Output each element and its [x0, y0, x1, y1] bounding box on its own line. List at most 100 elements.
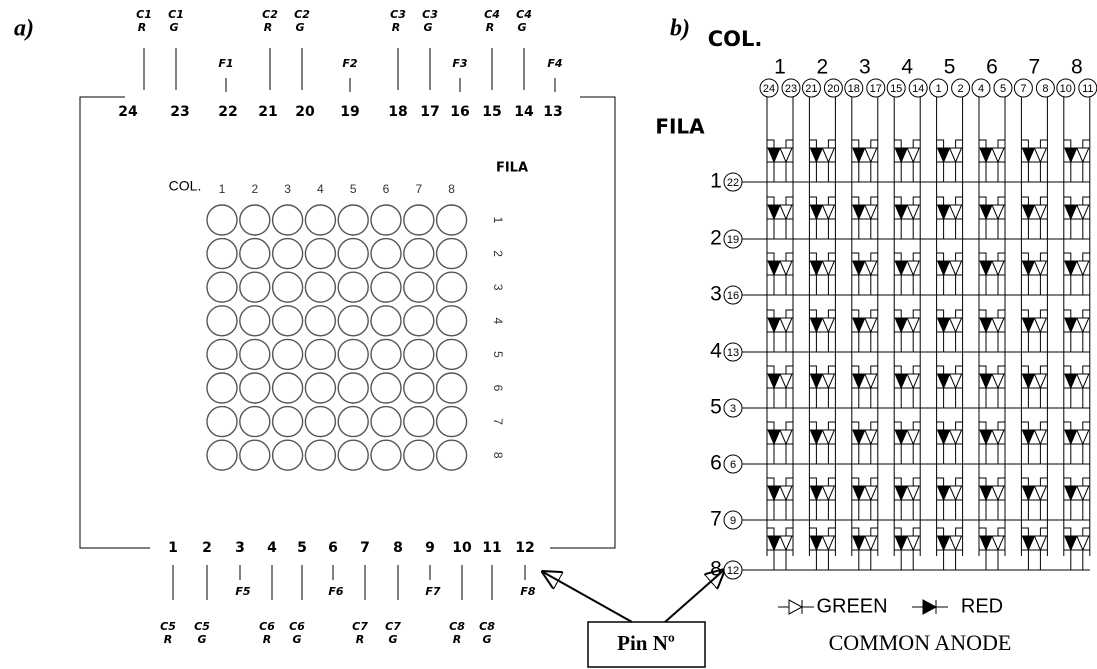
green-diode [822, 318, 834, 332]
red-diode [853, 486, 865, 500]
pin-number: 7 [360, 540, 370, 556]
led [240, 407, 270, 437]
green-diode [865, 536, 877, 550]
wire [913, 197, 920, 205]
led [207, 373, 237, 403]
pin-number: 17 [420, 104, 439, 120]
led [404, 239, 434, 269]
red-diode [1022, 486, 1034, 500]
led [207, 205, 237, 235]
row-number: 2 [491, 250, 505, 257]
red-diode [768, 148, 780, 162]
green-diode [950, 318, 962, 332]
wire [1040, 422, 1047, 430]
led [273, 407, 303, 437]
wire [809, 197, 816, 205]
signal-label: F3 [452, 57, 468, 70]
green-diode [780, 430, 792, 444]
wire [809, 528, 816, 536]
color-label: G [197, 633, 206, 646]
wire [1064, 478, 1071, 486]
signal-label: C6 [289, 620, 305, 633]
signal-label: F4 [547, 57, 562, 70]
red-diode [895, 486, 907, 500]
green-diode [822, 205, 834, 219]
green-diode [1077, 261, 1089, 275]
led [338, 205, 368, 235]
green-diode [950, 486, 962, 500]
red-diode [895, 536, 907, 550]
pin-number: 9 [425, 540, 435, 556]
wire [979, 253, 986, 261]
row-number: 7 [491, 418, 505, 425]
pin-number: 9 [730, 515, 736, 527]
row-number: 5 [710, 396, 722, 419]
column-number: 6 [986, 56, 998, 79]
green-diode [992, 486, 1004, 500]
wire [1021, 253, 1028, 261]
arrow [543, 572, 632, 622]
row-number: 4 [491, 317, 505, 324]
wire [1040, 253, 1047, 261]
wire [828, 140, 835, 148]
green-diode [780, 261, 792, 275]
green-diode [992, 430, 1004, 444]
panel-b-fila-label: FILA [655, 115, 705, 139]
red-diode [980, 261, 992, 275]
pin-number: 2 [202, 540, 212, 556]
red-diode [895, 374, 907, 388]
red-diode [1065, 205, 1077, 219]
legend-green: GREEN [816, 595, 887, 617]
wire [1083, 422, 1090, 430]
column-number: 3 [284, 182, 291, 196]
red-diode [853, 536, 865, 550]
green-diode [907, 536, 919, 550]
green-diode [865, 205, 877, 219]
panel-a-label: a) [14, 16, 34, 42]
color-label: G [423, 21, 432, 34]
wire [979, 310, 986, 318]
red-diode [980, 148, 992, 162]
column-number: 3 [859, 56, 871, 79]
pin-number: 10 [452, 540, 472, 556]
footer: COMMON ANODE [829, 630, 1012, 655]
led [240, 306, 270, 336]
led [207, 339, 237, 369]
led [437, 205, 467, 235]
green-diode [780, 148, 792, 162]
signal-label: C5 [160, 620, 176, 633]
pin-number: 4 [267, 540, 277, 556]
red-diode [810, 536, 822, 550]
wire [998, 140, 1005, 148]
wire [894, 310, 901, 318]
red-diode [980, 374, 992, 388]
color-label: G [295, 21, 304, 34]
wire [852, 422, 859, 430]
red-diode [810, 430, 822, 444]
wire [786, 366, 793, 374]
red-diode [980, 318, 992, 332]
led [371, 373, 401, 403]
wire [852, 366, 859, 374]
signal-label: C5 [194, 620, 210, 633]
color-label: G [292, 633, 301, 646]
wire [828, 253, 835, 261]
wire [894, 140, 901, 148]
pin-number: 24 [118, 104, 138, 120]
red-diode [938, 148, 950, 162]
wire [809, 310, 816, 318]
wire [1021, 140, 1028, 148]
red-diode [1065, 148, 1077, 162]
wire [956, 197, 963, 205]
signal-label: C7 [352, 620, 368, 633]
led [338, 339, 368, 369]
legend-red: RED [961, 595, 1003, 617]
green-diode [780, 318, 792, 332]
pin-number: 19 [340, 104, 359, 120]
diagram: a) b) COL. FILA COL. FILA Pin Nº GREEN R… [0, 0, 1097, 669]
red-diode [810, 486, 822, 500]
pin-number: 4 [978, 83, 984, 95]
color-label: R [486, 21, 494, 34]
led [240, 373, 270, 403]
row-number: 3 [710, 283, 722, 306]
